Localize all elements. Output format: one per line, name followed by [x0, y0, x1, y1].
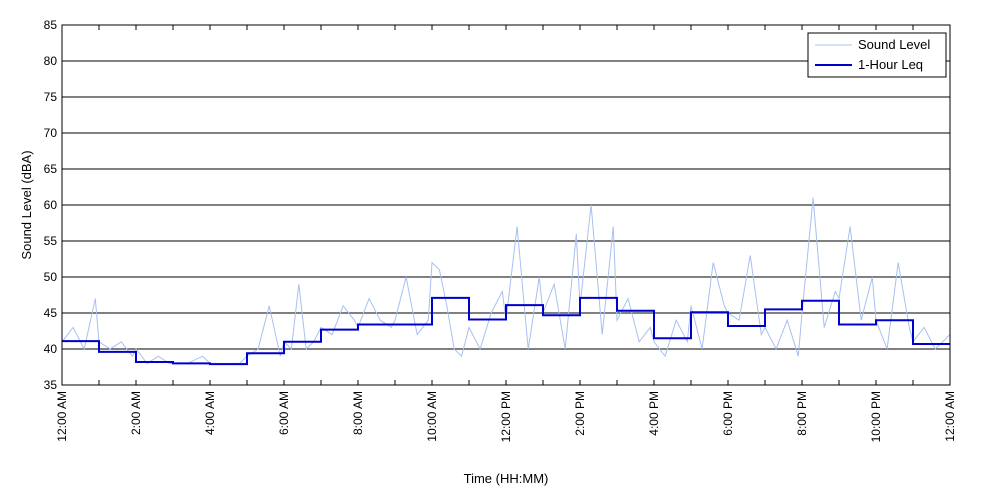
series-1-hour-leq-line: [62, 296, 950, 366]
y-axis-title: Sound Level (dBA): [19, 150, 34, 259]
x-tick-label: 8:00 AM: [351, 391, 365, 435]
y-tick-label: 35: [44, 378, 58, 392]
x-axis: 12:00 AM 2:00 AM 4:00 AM 6:00 AM 8:00 AM 10:0…: [55, 25, 957, 442]
y-tick-label: 70: [44, 126, 58, 140]
x-tick-label: 12:00 AM: [55, 391, 69, 442]
x-tick-label: 2:00 AM: [129, 391, 143, 435]
x-tick-label: 6:00 PM: [721, 391, 735, 436]
legend-label-sound-level: Sound Level: [858, 37, 930, 52]
y-tick-label: 75: [44, 90, 58, 104]
y-tick-label: 40: [44, 342, 58, 356]
x-axis-title: Time (HH:MM): [464, 471, 549, 486]
y-tick-label: 55: [44, 234, 58, 248]
x-tick-label: 8:00 PM: [795, 391, 809, 436]
x-tick-label: 4:00 AM: [203, 391, 217, 435]
legend: Sound Level 1-Hour Leq: [807, 32, 947, 78]
legend-label-1-hour-leq: 1-Hour Leq: [858, 57, 923, 72]
y-tick-label: 80: [44, 54, 58, 68]
y-tick-label: 45: [44, 306, 58, 320]
x-tick-label: 4:00 PM: [647, 391, 661, 436]
x-tick-label: 10:00 AM: [425, 391, 439, 442]
x-tick-label: 10:00 PM: [869, 391, 883, 442]
y-tick-label: 65: [44, 162, 58, 176]
series-layer: [61, 197, 951, 366]
x-tick-label: 12:00 PM: [499, 391, 513, 442]
x-tick-label: 12:00 AM: [943, 391, 957, 442]
x-tick-label: 6:00 AM: [277, 391, 291, 435]
gridlines: [62, 60, 950, 350]
y-axis: 35 40 45 50 55 60 65 70 75 80 85: [44, 18, 950, 392]
y-tick-label: 50: [44, 270, 58, 284]
legend-box: [807, 32, 947, 78]
x-tick-label: 2:00 PM: [573, 391, 587, 436]
y-tick-label: 60: [44, 198, 58, 212]
y-tick-label: 85: [44, 18, 58, 32]
